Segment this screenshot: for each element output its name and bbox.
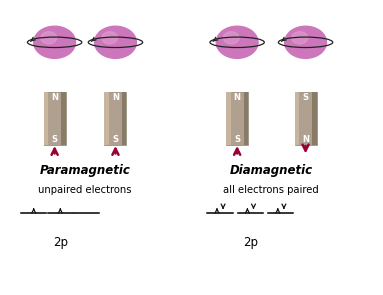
Circle shape (41, 32, 57, 44)
Bar (295, 92, 299, 145)
Text: N: N (112, 93, 119, 102)
Text: 2p: 2p (53, 236, 68, 249)
Circle shape (101, 32, 118, 44)
Text: N: N (302, 135, 309, 144)
Text: S: S (303, 93, 309, 102)
Circle shape (285, 26, 326, 58)
Bar (44, 92, 48, 145)
Bar (226, 92, 231, 145)
Circle shape (292, 32, 308, 44)
Bar (226, 92, 248, 145)
Bar (244, 92, 248, 145)
Text: S: S (234, 135, 240, 144)
Text: S: S (52, 135, 57, 144)
Bar (312, 92, 317, 145)
Bar (105, 92, 126, 145)
Text: all electrons paired: all electrons paired (223, 185, 319, 195)
Circle shape (34, 26, 75, 58)
Circle shape (216, 26, 258, 58)
Text: unpaired electrons: unpaired electrons (38, 185, 132, 195)
Text: N: N (234, 93, 241, 102)
Bar (295, 92, 317, 145)
Bar (105, 92, 109, 145)
Text: S: S (113, 135, 118, 144)
Text: Diamagnetic: Diamagnetic (230, 164, 313, 177)
Bar (122, 92, 126, 145)
Bar (44, 92, 65, 145)
Text: 2p: 2p (243, 236, 258, 249)
Bar (61, 92, 65, 145)
Text: Paramagnetic: Paramagnetic (39, 164, 131, 177)
Circle shape (95, 26, 136, 58)
Text: N: N (51, 93, 58, 102)
Circle shape (223, 32, 239, 44)
